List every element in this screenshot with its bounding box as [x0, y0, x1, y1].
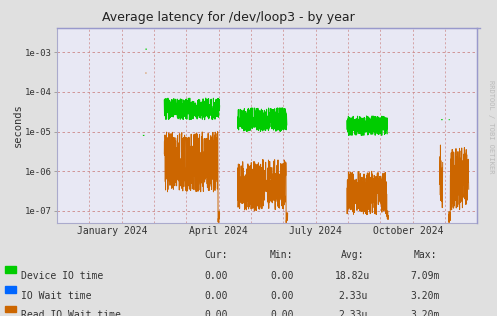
Y-axis label: seconds: seconds: [13, 104, 23, 148]
Text: 18.82u: 18.82u: [335, 271, 370, 281]
Text: Average latency for /dev/loop3 - by year: Average latency for /dev/loop3 - by year: [102, 11, 355, 24]
Text: April 2024: April 2024: [189, 226, 248, 236]
Text: Avg:: Avg:: [341, 250, 365, 260]
Text: 0.00: 0.00: [270, 291, 294, 301]
Text: January 2024: January 2024: [77, 226, 147, 236]
Text: Read IO Wait time: Read IO Wait time: [21, 310, 121, 316]
Text: 0.00: 0.00: [270, 271, 294, 281]
Text: 2.33u: 2.33u: [338, 310, 368, 316]
Text: RRDTOOL / TOBI OETIKER: RRDTOOL / TOBI OETIKER: [488, 80, 494, 173]
Text: July 2024: July 2024: [289, 226, 342, 236]
Text: IO Wait time: IO Wait time: [21, 291, 91, 301]
Text: 3.20m: 3.20m: [410, 291, 440, 301]
Text: 0.00: 0.00: [204, 310, 228, 316]
Text: 0.00: 0.00: [270, 310, 294, 316]
Text: 7.09m: 7.09m: [410, 271, 440, 281]
Text: 2.33u: 2.33u: [338, 291, 368, 301]
Text: October 2024: October 2024: [373, 226, 443, 236]
Text: 0.00: 0.00: [204, 291, 228, 301]
Text: Max:: Max:: [413, 250, 437, 260]
Text: Cur:: Cur:: [204, 250, 228, 260]
Text: 3.20m: 3.20m: [410, 310, 440, 316]
Text: 0.00: 0.00: [204, 271, 228, 281]
Text: Min:: Min:: [270, 250, 294, 260]
Text: Device IO time: Device IO time: [21, 271, 103, 281]
